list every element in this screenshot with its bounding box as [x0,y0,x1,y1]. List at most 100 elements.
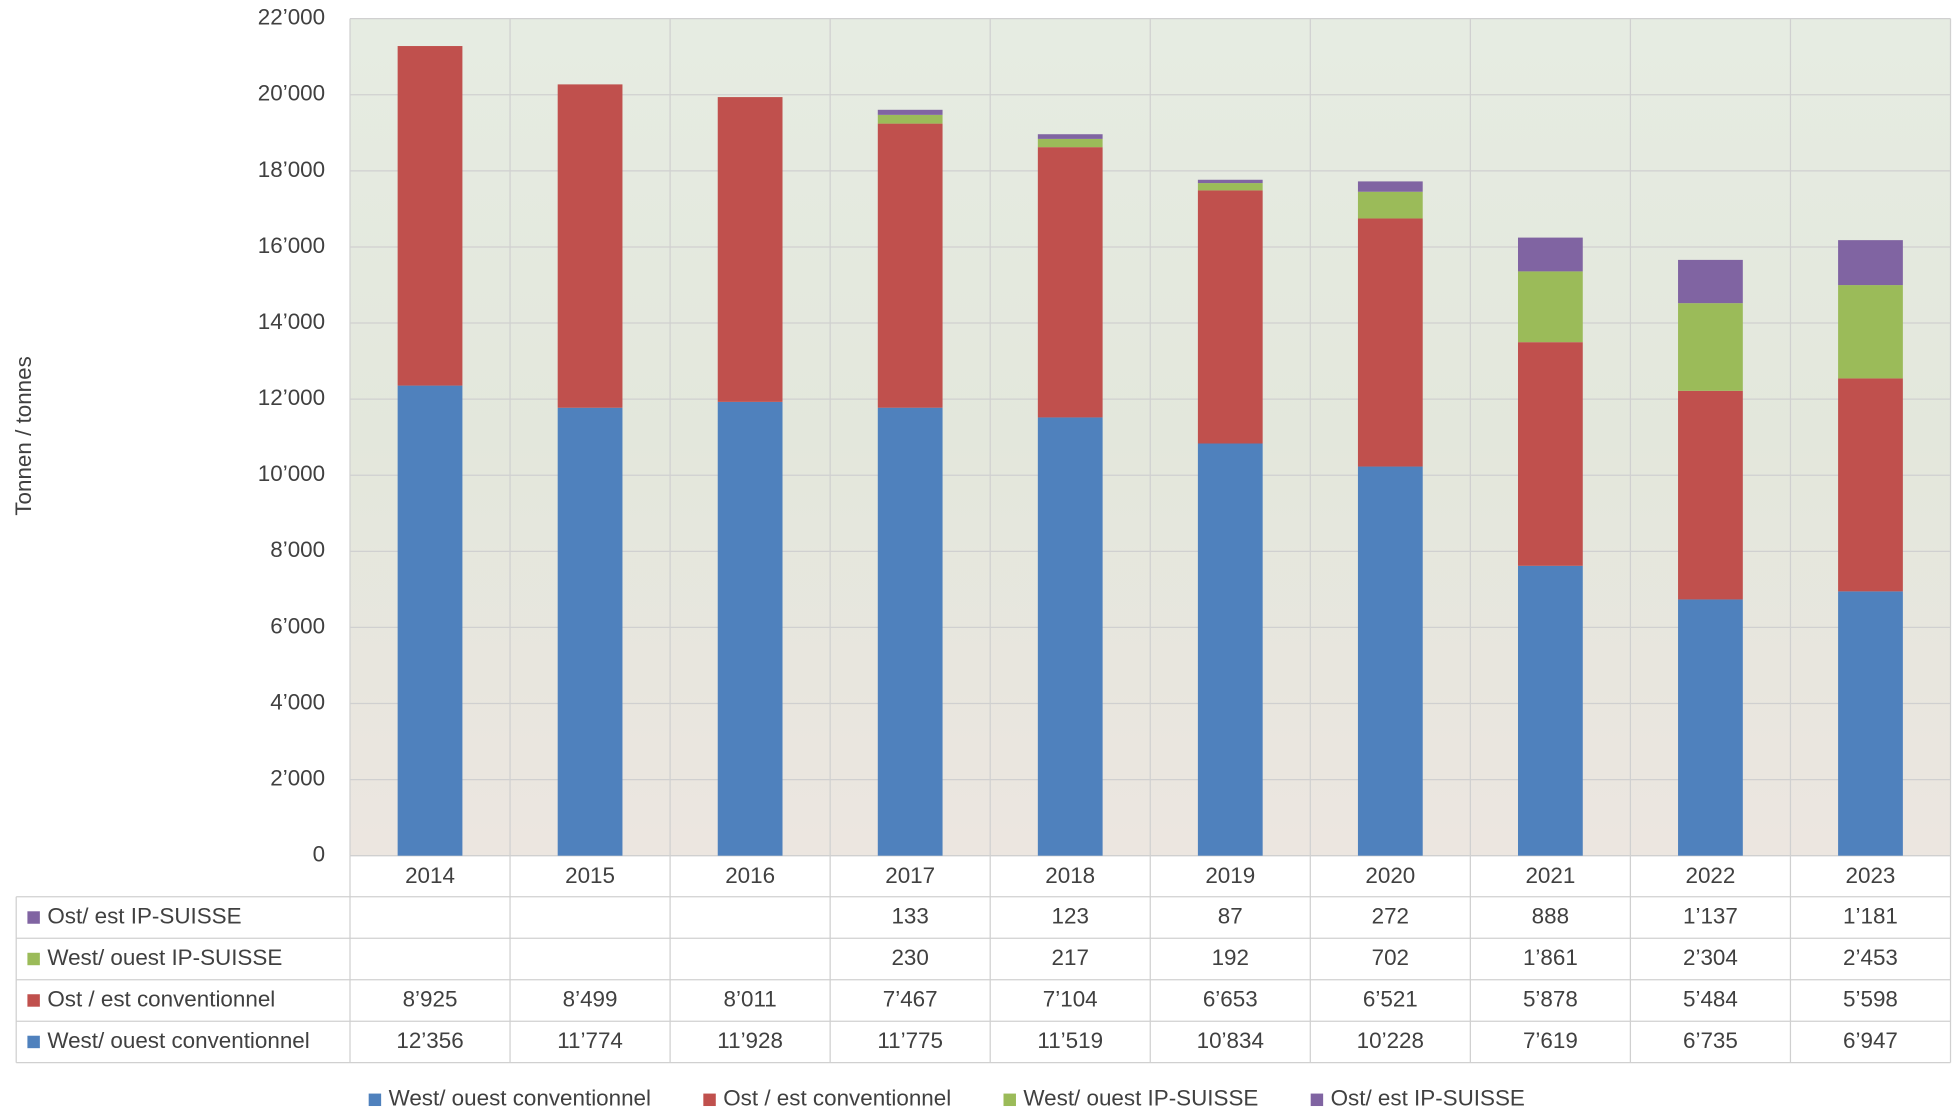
table-legend-swatch [27,911,40,924]
bar-segment [877,109,943,115]
x-tick-label: 2021 [1525,863,1575,888]
y-tick-label: 0 [313,842,325,867]
bar-segment [1517,237,1583,272]
table-value: 87 [1218,903,1243,928]
table-value: 7’104 [1043,986,1098,1011]
table-legend-swatch [27,952,40,966]
table-row-label: Ost / est conventionnel [47,986,275,1011]
bar-segment [557,407,623,856]
table-value: 6’521 [1363,986,1418,1011]
bar-segment [1517,342,1583,566]
x-tick-label: 2015 [565,863,615,888]
legend-label: West/ ouest conventionnel [389,1086,651,1111]
table-value: 2’453 [1843,945,1898,970]
legend-swatch [1310,1093,1324,1107]
table-value: 272 [1372,903,1409,928]
table-value: 5’598 [1843,986,1898,1011]
bar-segment [877,123,943,408]
y-tick-label: 22’000 [258,5,325,30]
table-value: 133 [891,903,928,928]
x-tick-label: 2017 [885,863,935,888]
x-tick-label: 2018 [1045,863,1095,888]
bar-segment [1357,466,1423,856]
legend-label: Ost / est conventionnel [723,1086,951,1111]
table-value: 11’519 [1037,1028,1103,1053]
table-value: 12’356 [396,1028,463,1053]
bar-segment [1357,218,1423,467]
bar-segment [1838,591,1903,856]
table-value: 11’775 [877,1028,943,1053]
bar-segment [717,401,783,856]
table-value: 11’928 [717,1028,783,1053]
bar-segment [877,114,943,124]
x-tick-label: 2019 [1205,863,1255,888]
legend-swatch [703,1093,716,1107]
table-value: 1’181 [1843,903,1898,928]
y-tick-label: 8’000 [270,537,325,562]
table-value: 702 [1372,945,1409,970]
table-value: 7’467 [883,986,938,1011]
bar-segment [1037,134,1103,139]
table-row-label: West/ ouest conventionnel [47,1028,309,1053]
table-value: 6’947 [1843,1028,1898,1053]
bar-segment [1197,183,1263,191]
legend-swatch [368,1093,382,1107]
table-value: 11’774 [557,1028,623,1053]
legend-label: Ost/ est IP-SUISSE [1331,1086,1525,1111]
table-legend-swatch [27,1035,40,1049]
table-value: 10’228 [1357,1028,1424,1053]
legend-swatch [1003,1093,1016,1107]
bar-segment [1838,285,1903,379]
table-row-label: Ost/ est IP-SUISSE [47,903,241,928]
y-tick-label: 14’000 [258,309,325,334]
table-value: 192 [1212,945,1249,970]
bar-segment [1037,138,1103,148]
table-value: 230 [891,945,928,970]
table-value: 10’834 [1197,1028,1264,1053]
table-value: 888 [1532,903,1569,928]
table-value: 7’619 [1523,1028,1578,1053]
x-tick-label: 2016 [725,863,775,888]
bar-segment [1678,390,1743,600]
table-value: 2’304 [1683,945,1738,970]
bar-segment [1517,271,1583,343]
table-legend-swatch [27,994,40,1007]
y-tick-label: 20’000 [258,81,325,106]
table-value: 5’878 [1523,986,1578,1011]
table-value: 8’011 [724,986,777,1011]
x-tick-label: 2022 [1685,863,1735,888]
table-value: 217 [1052,945,1089,970]
table-value: 123 [1052,903,1089,928]
bar-segment [1678,303,1743,391]
table-value: 8’925 [403,986,458,1011]
bar-segment [1197,190,1263,444]
bar-segment [1678,259,1743,304]
y-tick-label: 10’000 [258,461,325,486]
bar-segment [1838,240,1903,286]
table-value: 1’861 [1523,945,1578,970]
table-value: 6’653 [1203,986,1258,1011]
bar-segment [397,46,463,386]
bar-segment [717,97,783,402]
y-tick-label: 6’000 [270,613,325,638]
bar-segment [877,407,943,856]
bar-segment [1197,179,1263,184]
y-axis-label: Tonnen / tonnes [11,356,36,515]
bar-segment [1037,417,1103,856]
bar-segment [1197,443,1263,856]
x-tick-label: 2020 [1365,863,1415,888]
bar-segment [1517,565,1583,856]
x-tick-label: 2023 [1846,863,1896,888]
table-value: 8’499 [563,986,618,1011]
y-tick-label: 12’000 [258,385,325,410]
legend-label: West/ ouest IP-SUISSE [1023,1086,1258,1111]
x-tick-label: 2014 [405,863,455,888]
table-value: 6’735 [1683,1028,1738,1053]
y-tick-label: 18’000 [258,157,325,182]
bar-segment [1678,599,1743,856]
y-tick-label: 2’000 [270,766,325,791]
bar-segment [1357,181,1423,192]
bar-segment [397,385,463,856]
table-value: 1’137 [1683,903,1738,928]
